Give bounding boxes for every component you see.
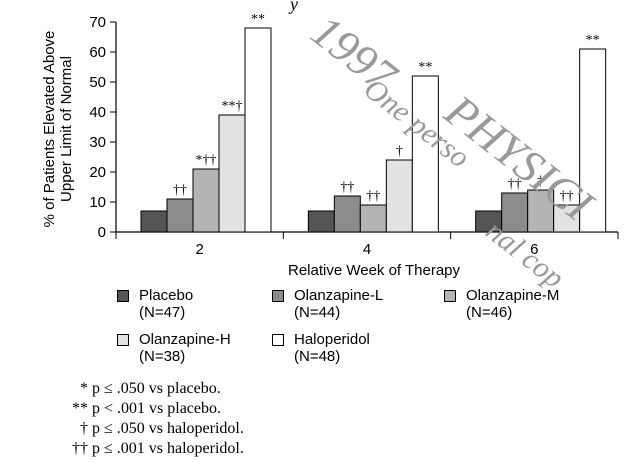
significance-label: † <box>537 174 544 189</box>
legend-item-olanzapine-h: Olanzapine-H (N=38) <box>117 331 267 367</box>
significance-label: **† <box>222 99 243 114</box>
footnote-2: ** p < .001 vs placebo. <box>0 400 320 418</box>
legend-item-haloperidol: Haloperidol (N=48) <box>272 331 422 367</box>
legend-label-olanzapine-h: Olanzapine-H <box>139 331 231 348</box>
legend-n-olanzapine-m: (N=46) <box>466 304 513 321</box>
bar-olanzapine-m-week-4 <box>359 204 387 233</box>
header-fragment: y <box>290 0 298 14</box>
legend-item-olanzapine-l: Olanzapine-L (N=44) <box>272 287 422 323</box>
bar-haloperidol-week-2 <box>244 27 272 233</box>
significance-label: †† <box>340 180 354 195</box>
footnote-3: † p ≤ .050 vs haloperidol. <box>0 420 320 438</box>
y-tick-label: 0 <box>98 224 106 241</box>
bar-olanzapine-l-week-6 <box>501 192 529 233</box>
footnote-4: †† p ≤ .001 vs haloperidol. <box>0 440 320 458</box>
legend-swatch-haloperidol <box>272 334 284 346</box>
footnote-symbol: * <box>80 380 88 397</box>
y-tick-label: 40 <box>89 104 106 121</box>
significance-label: ** <box>418 60 432 75</box>
bar-olanzapine-h-week-4 <box>385 159 413 233</box>
legend-n-haloperidol: (N=48) <box>294 348 341 365</box>
bar-olanzapine-h-week-6 <box>553 204 581 233</box>
y-tick-label: 50 <box>89 74 106 91</box>
significance-label: † <box>396 144 403 159</box>
legend-label-olanzapine-l: Olanzapine-L <box>294 287 384 304</box>
y-tick-label: 60 <box>89 44 106 61</box>
footnote-symbol: ** <box>72 400 88 417</box>
bar-olanzapine-l-week-2 <box>166 198 194 233</box>
legend-item-olanzapine-m: Olanzapine-M (N=46) <box>444 287 604 323</box>
y-axis-label-line-1: % of Patients Elevated Above <box>41 31 58 228</box>
legend-label-olanzapine-m: Olanzapine-M <box>466 287 560 304</box>
footnote-text: p < .001 vs placebo. <box>92 400 221 417</box>
bar-olanzapine-l-week-4 <box>333 195 361 233</box>
bar-olanzapine-h-week-2 <box>218 114 246 233</box>
y-tick-label: 20 <box>89 164 106 181</box>
bar-olanzapine-m-week-6 <box>527 189 555 233</box>
bar-haloperidol-week-4 <box>411 75 439 233</box>
significance-label: *†† <box>196 153 217 168</box>
y-tick-label: 10 <box>89 194 106 211</box>
bar-placebo-week-2 <box>140 210 168 233</box>
footnote-text: p ≤ .001 vs haloperidol. <box>92 440 244 457</box>
legend-label-haloperidol: Haloperidol <box>294 331 370 348</box>
y-tick-label: 70 <box>89 14 106 31</box>
x-axis-label: Relative Week of Therapy <box>288 262 461 279</box>
legend-swatch-olanzapine-m <box>444 290 456 302</box>
legend-n-olanzapine-l: (N=44) <box>294 304 341 321</box>
significance-label: ** <box>586 33 600 48</box>
significance-label: †† <box>366 189 380 204</box>
x-tick-label: 6 <box>530 241 538 258</box>
significance-label: †† <box>560 189 574 204</box>
significance-label: †† <box>173 183 187 198</box>
bar-haloperidol-week-6 <box>579 48 607 233</box>
x-tick-label: 2 <box>195 241 203 258</box>
legend-item-placebo: Placebo (N=47) <box>117 287 247 323</box>
bar-placebo-week-4 <box>307 210 335 233</box>
footnote-text: p ≤ .050 vs haloperidol. <box>92 420 244 437</box>
footnote-symbol: †† <box>72 440 88 457</box>
footnote-1: * p ≤ .050 vs placebo. <box>0 380 320 398</box>
legend-swatch-placebo <box>117 290 129 302</box>
legend-n-olanzapine-h: (N=38) <box>139 348 186 365</box>
legend-swatch-olanzapine-l <box>272 290 284 302</box>
legend-n-placebo: (N=47) <box>139 304 186 321</box>
x-tick-label: 4 <box>363 241 371 258</box>
y-axis-label-line-2: Upper Limit of Normal <box>58 56 75 202</box>
footnote-symbol: † <box>80 420 88 437</box>
legend-label-placebo: Placebo <box>139 287 194 304</box>
footnote-text: p ≤ .050 vs placebo. <box>92 380 221 397</box>
legend-swatch-olanzapine-h <box>117 334 129 346</box>
significance-label: †† <box>508 177 522 192</box>
significance-label: ** <box>251 12 265 27</box>
bar-olanzapine-m-week-2 <box>192 168 220 233</box>
y-tick-label: 30 <box>89 134 106 151</box>
